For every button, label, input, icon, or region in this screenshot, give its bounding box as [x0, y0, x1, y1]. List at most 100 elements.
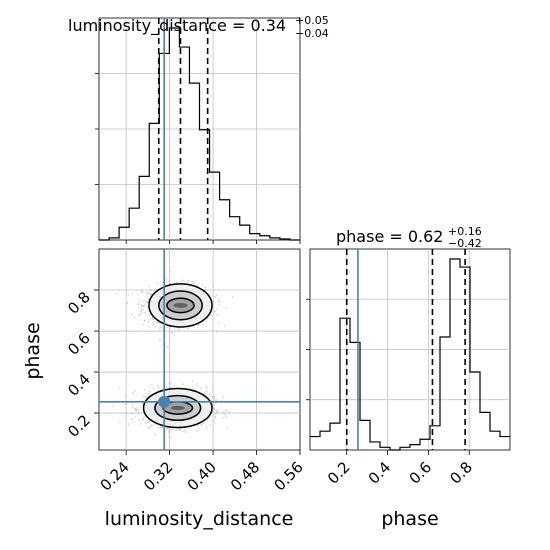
sample-point [130, 313, 133, 316]
sample-point [139, 423, 142, 425]
sample-point [138, 411, 140, 414]
sample-point [142, 308, 145, 311]
sample-point [168, 327, 171, 330]
sample-point [156, 321, 159, 324]
y-tick-label: 0.2 [64, 411, 94, 441]
sample-point [116, 292, 119, 295]
sample-point [140, 304, 143, 306]
sample-point [161, 281, 164, 284]
sample-point [222, 395, 225, 398]
sample-point [141, 291, 143, 294]
sample-point [169, 270, 172, 273]
sample-point [141, 395, 144, 398]
sample-point [191, 380, 194, 382]
sample-point [144, 312, 146, 314]
sample-point [136, 303, 139, 306]
sample-point [131, 402, 134, 404]
sample-point [149, 318, 152, 321]
sample-point [119, 420, 121, 423]
sample-point [149, 289, 152, 292]
sample-point [150, 293, 153, 296]
title-luminosity-distance-minus: −0.04 [295, 27, 329, 40]
sample-point [156, 384, 159, 387]
sample-point [153, 325, 156, 328]
panel-joint-scatter [98, 248, 301, 451]
sample-point [138, 418, 140, 421]
sample-point [137, 303, 140, 305]
sample-point [200, 423, 203, 425]
sample-point [215, 399, 218, 402]
sample-point [213, 396, 216, 398]
sample-point [127, 294, 130, 296]
sample-point [212, 283, 214, 286]
density-contour [148, 283, 213, 328]
sample-point [166, 326, 169, 329]
sample-point [204, 288, 207, 291]
density-shade [170, 405, 185, 411]
sample-point [145, 301, 148, 304]
sample-point [213, 296, 215, 298]
sample-point [178, 329, 180, 332]
sample-point [212, 286, 215, 289]
sample-point [187, 280, 190, 282]
sample-point [143, 319, 146, 322]
sample-point [148, 325, 150, 328]
sample-point [154, 434, 157, 436]
truth-marker [158, 395, 171, 408]
sample-point [175, 429, 178, 431]
sample-point [222, 416, 225, 419]
sample-point [214, 416, 217, 419]
sample-point [141, 402, 144, 404]
sample-point [211, 395, 214, 398]
sample-point [150, 424, 152, 427]
title-phase-minus: −0.42 [448, 237, 482, 250]
sample-point [155, 289, 158, 291]
title-luminosity-distance-plus: +0.05 [295, 14, 329, 27]
title-phase-plus: +0.16 [448, 225, 482, 238]
sample-point [139, 310, 142, 313]
sample-point [167, 431, 170, 433]
x-tick-label: 0.56 [270, 458, 306, 494]
sample-point [161, 426, 163, 429]
sample-point [147, 284, 150, 287]
sample-point [214, 415, 217, 418]
sample-point [164, 386, 167, 389]
sample-point [151, 323, 154, 326]
sample-point [142, 418, 144, 421]
sample-point [179, 429, 182, 431]
sample-point [143, 416, 146, 418]
sample-point [211, 419, 214, 422]
sample-point [218, 297, 221, 300]
sample-point [143, 389, 146, 391]
sample-point [215, 411, 218, 413]
x-tick-label: 0.24 [97, 458, 133, 494]
sample-point [135, 409, 138, 412]
sample-point [215, 294, 218, 296]
sample-point [168, 382, 171, 385]
sample-point [213, 407, 216, 410]
sample-point [143, 319, 146, 322]
x-tick-label: 0.48 [227, 458, 263, 494]
sample-point [205, 289, 208, 292]
sample-point [124, 395, 127, 398]
sample-point [179, 428, 181, 431]
x-tick-label: 0.6 [406, 458, 436, 488]
sample-point [172, 384, 175, 387]
sample-point [143, 300, 145, 303]
sample-point [196, 424, 199, 427]
sample-point [138, 314, 141, 317]
sample-point [216, 408, 219, 411]
sample-point [143, 395, 146, 398]
sample-point [214, 412, 217, 415]
sample-point [209, 423, 212, 426]
sample-point [200, 424, 203, 427]
sample-point [146, 291, 149, 294]
sample-point [166, 427, 169, 430]
sample-point [141, 419, 144, 421]
sample-point [141, 290, 144, 293]
sample-point [151, 384, 153, 386]
sample-point [202, 422, 205, 424]
sample-point [111, 405, 114, 408]
sample-point [188, 280, 190, 283]
sample-point [152, 320, 155, 323]
